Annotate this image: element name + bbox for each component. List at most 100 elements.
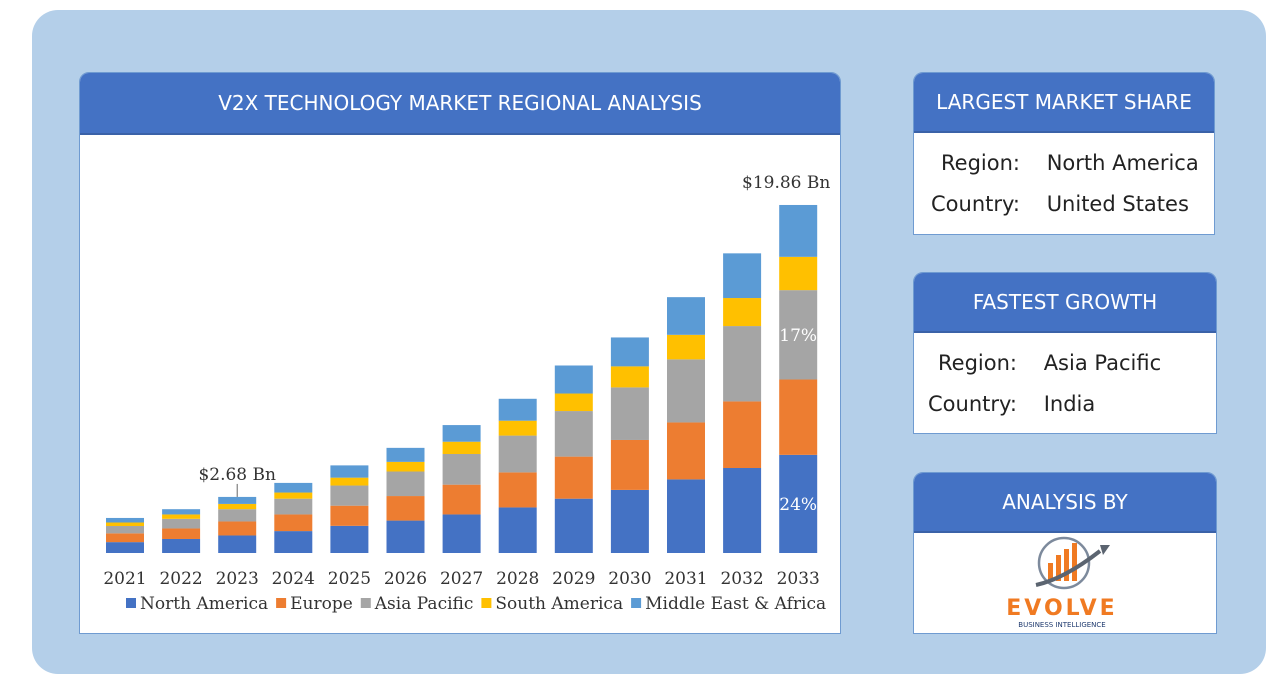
bar-segment-north-america-2028 [498, 507, 537, 553]
bar-segment-south-america-2030 [610, 366, 649, 388]
bar-segment-asia-pacific-2032 [723, 326, 762, 402]
bar-segment-north-america-2022 [162, 538, 201, 553]
region-label: Region: [941, 151, 1020, 175]
bar-segment-asia-pacific-2028 [498, 435, 537, 473]
bar-segment-south-america-2027 [442, 441, 481, 454]
bar-segment-middle-east-africa-2028 [498, 398, 537, 421]
bar-segment-middle-east-africa-2027 [442, 425, 481, 442]
x-tick-label: 2026 [384, 569, 427, 589]
bar-segment-europe-2033 [779, 379, 818, 455]
bar-segment-south-america-2033 [779, 256, 818, 291]
logo-name: EVOLVE [1006, 596, 1117, 621]
chart-title: V2X TECHNOLOGY MARKET REGIONAL ANALYSIS [80, 73, 840, 135]
bar-segment-asia-pacific-2030 [610, 387, 649, 440]
x-tick-label: 2031 [664, 569, 707, 589]
bar-segment-europe-2027 [442, 484, 481, 515]
fastest-growth-title: FASTEST GROWTH [914, 273, 1216, 333]
analysis-by-title: ANALYSIS BY [914, 473, 1216, 533]
region-value: North America [1046, 151, 1199, 175]
x-tick-label: 2023 [216, 569, 259, 589]
bar-segment-middle-east-africa-2031 [667, 297, 705, 335]
bar-segment-europe-2023 [218, 521, 257, 536]
bar-segment-south-america-2021 [106, 522, 144, 527]
bar-segment-asia-pacific-2025 [330, 485, 369, 506]
country-value: India [1043, 392, 1096, 416]
bar-segment-europe-2032 [723, 401, 762, 469]
bar-segment-europe-2021 [106, 533, 144, 543]
bar-segment-asia-pacific-2031 [667, 359, 705, 423]
region-value: Asia Pacific [1043, 351, 1162, 375]
legend-swatch [481, 598, 492, 608]
bar-segment-south-america-2022 [162, 514, 201, 519]
bar-segment-asia-pacific-2021 [106, 526, 144, 534]
legend-swatch [360, 598, 371, 608]
bar-segment-europe-2024 [274, 514, 313, 532]
total-annotation: $19.86 Bn [742, 173, 830, 193]
bar-segment-asia-pacific-2026 [386, 471, 425, 497]
bar-segment-europe-2022 [162, 528, 201, 539]
total-annotation: $2.68 Bn [198, 465, 276, 485]
bar-segment-north-america-2033 [779, 454, 818, 553]
legend-label: Middle East & Africa [645, 594, 826, 614]
bar-segment-south-america-2024 [274, 492, 313, 499]
bar-segment-asia-pacific-2027 [442, 453, 481, 485]
legend-label: Europe [290, 594, 353, 614]
fastest-growth-card: FASTEST GROWTH Region: Asia Pacific Coun… [913, 272, 1217, 434]
bar-segment-south-america-2026 [386, 461, 425, 472]
x-tick-label: 2028 [496, 569, 539, 589]
bar-segment-asia-pacific-2029 [554, 411, 593, 457]
bar-segment-north-america-2023 [218, 535, 257, 553]
legend-label: North America [140, 594, 268, 614]
bar-segment-south-america-2023 [218, 503, 257, 510]
bar-segment-middle-east-africa-2023 [218, 496, 257, 504]
bar-segment-middle-east-africa-2022 [162, 509, 201, 515]
bar-segment-asia-pacific-2024 [274, 498, 313, 515]
country-label: Country: [931, 192, 1020, 216]
segment-percent-label: 24% [779, 495, 817, 515]
country-label: Country: [928, 392, 1017, 416]
bar-segment-north-america-2029 [554, 498, 593, 553]
bar-segment-middle-east-africa-2032 [723, 253, 762, 299]
logo-tagline: BUSINESS INTELLIGENCE [1018, 621, 1105, 629]
stacked-bar-chart: 2021 2022 2023 $2.68 Bn 2024 2025 2026 2027 2028… [103, 173, 830, 614]
legend-swatch [631, 598, 642, 608]
x-tick-label: 2032 [720, 569, 763, 589]
bar-segment-middle-east-africa-2033 [779, 204, 818, 257]
bar-segment-north-america-2026 [386, 520, 425, 553]
bar-segment-south-america-2031 [667, 334, 705, 360]
bar-segment-south-america-2029 [554, 393, 593, 412]
bar-segment-middle-east-africa-2025 [330, 465, 369, 478]
bar-segment-asia-pacific-2022 [162, 518, 201, 529]
logo-mark-icon [1035, 536, 1110, 590]
bar-segment-middle-east-africa-2021 [106, 517, 144, 523]
x-tick-label: 2027 [440, 569, 483, 589]
bar-segment-north-america-2027 [442, 514, 481, 553]
x-tick-label: 2025 [328, 569, 371, 589]
bar-segment-north-america-2021 [106, 542, 144, 553]
analysis-by-card: ANALYSIS BY EVOLVE BUSINESS INTELLIGENCE [913, 472, 1217, 634]
largest-share-title: LARGEST MARKET SHARE [914, 73, 1214, 133]
bar-segment-south-america-2032 [723, 298, 762, 327]
bar-segment-middle-east-africa-2024 [274, 482, 313, 493]
bar-segment-middle-east-africa-2026 [386, 447, 425, 462]
bar-segment-europe-2030 [610, 439, 649, 490]
x-tick-label: 2030 [608, 569, 651, 589]
bar-segment-north-america-2032 [723, 468, 762, 553]
chart-card: V2X TECHNOLOGY MARKET REGIONAL ANALYSIS … [79, 72, 841, 634]
x-tick-label: 2021 [103, 569, 146, 589]
bar-segment-asia-pacific-2033 [779, 290, 818, 380]
bar-segment-europe-2026 [386, 496, 425, 521]
bar-segment-europe-2029 [554, 456, 593, 499]
evolve-logo: EVOLVE BUSINESS INTELLIGENCE [1006, 536, 1117, 629]
bar-segment-south-america-2028 [498, 420, 537, 436]
bar-segment-middle-east-africa-2029 [554, 365, 593, 394]
region-label: Region: [938, 351, 1017, 375]
bar-segment-middle-east-africa-2030 [610, 337, 649, 367]
legend-swatch [126, 598, 136, 608]
legend-swatch [276, 598, 287, 608]
bar-segment-asia-pacific-2023 [218, 509, 257, 522]
x-tick-label: 2033 [777, 569, 820, 589]
bar-segment-europe-2031 [667, 422, 705, 480]
x-tick-label: 2029 [552, 569, 595, 589]
bar-segment-europe-2028 [498, 472, 537, 508]
